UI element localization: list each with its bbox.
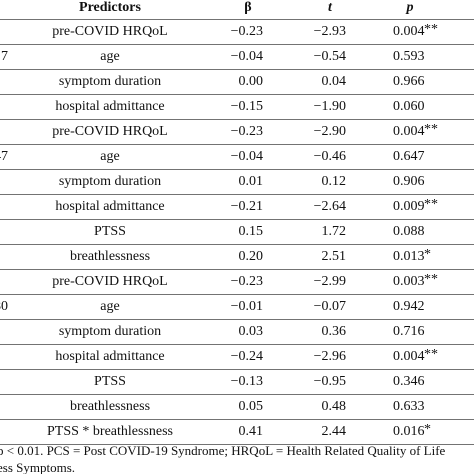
p-value: 0.593 — [393, 49, 425, 64]
t-value: −2.96 — [314, 349, 346, 364]
predictor: hospital admittance — [55, 199, 164, 214]
beta: −0.23 — [231, 124, 263, 139]
beta: −0.23 — [231, 274, 263, 289]
p-value: 0.942 — [393, 299, 425, 314]
beta: 0.00 — [239, 74, 264, 89]
p-value: 0.004 — [393, 124, 425, 139]
significance: ** — [424, 22, 438, 37]
predictor: pre-COVID HRQoL — [52, 274, 167, 289]
p-value: 0.346 — [393, 374, 425, 389]
predictor: age — [100, 299, 119, 314]
significance: ** — [424, 347, 438, 362]
header-predictors: Predictors — [79, 0, 141, 15]
beta: 0.20 — [239, 249, 264, 264]
beta: 0.03 — [239, 324, 264, 339]
t-value: −0.54 — [314, 49, 346, 64]
beta: −0.24 — [231, 349, 263, 364]
t-value: 0.12 — [322, 174, 347, 189]
p-value: 0.966 — [393, 74, 425, 89]
significance: ** — [424, 197, 438, 212]
beta: −0.15 — [231, 99, 263, 114]
t-value: 0.04 — [322, 74, 347, 89]
p-value: 0.004 — [393, 24, 425, 39]
t-value: −0.07 — [314, 299, 346, 314]
beta: −0.04 — [231, 149, 263, 164]
t-value: −1.90 — [314, 99, 346, 114]
footnote-line: ess Symptoms. — [0, 460, 75, 474]
t-value: −2.93 — [314, 24, 346, 39]
header-t: t — [328, 0, 333, 15]
p-value: 0.647 — [393, 149, 425, 164]
group-label: 7 — [1, 49, 8, 64]
beta: −0.13 — [231, 374, 263, 389]
predictor: breathlessness — [70, 249, 150, 264]
beta: 0.01 — [239, 174, 264, 189]
t-value: 2.51 — [322, 249, 347, 264]
p-value: 0.716 — [393, 324, 425, 339]
header-beta: β — [244, 0, 251, 15]
p-value: 0.004 — [393, 349, 425, 364]
group-label: 80 — [0, 299, 8, 314]
beta: −0.21 — [231, 199, 263, 214]
predictor: hospital admittance — [55, 349, 164, 364]
predictor: PTSS * breathlessness — [47, 424, 173, 439]
predictor: symptom duration — [59, 174, 161, 189]
t-value: −0.46 — [314, 149, 346, 164]
p-value: 0.060 — [393, 99, 425, 114]
beta: 0.05 — [239, 399, 264, 414]
t-value: −2.90 — [314, 124, 346, 139]
beta: −0.04 — [231, 49, 263, 64]
predictor: PTSS — [94, 374, 126, 389]
beta: 0.15 — [239, 224, 264, 239]
t-value: 0.48 — [322, 399, 347, 414]
beta: −0.23 — [231, 24, 263, 39]
p-value: 0.088 — [393, 224, 425, 239]
significance: * — [424, 422, 431, 437]
p-value: 0.003 — [393, 274, 425, 289]
t-value: 2.44 — [322, 424, 347, 439]
header-p: p — [406, 0, 414, 15]
p-value: 0.016 — [393, 424, 425, 439]
beta: 0.41 — [239, 424, 264, 439]
footnote-line: p < 0.01. PCS = Post COVID-19 Syndrome; … — [0, 443, 446, 458]
t-value: 0.36 — [322, 324, 347, 339]
predictor: age — [100, 149, 119, 164]
predictor: symptom duration — [59, 324, 161, 339]
group-label: 47 — [0, 149, 8, 164]
p-value: 0.906 — [393, 174, 425, 189]
predictor: hospital admittance — [55, 99, 164, 114]
significance: ** — [424, 122, 438, 137]
t-value: 1.72 — [322, 224, 347, 239]
predictor: pre-COVID HRQoL — [52, 124, 167, 139]
p-value: 0.013 — [393, 249, 425, 264]
p-value: 0.009 — [393, 199, 425, 214]
beta: −0.01 — [231, 299, 263, 314]
predictor: age — [100, 49, 119, 64]
predictor: breathlessness — [70, 399, 150, 414]
significance: * — [424, 247, 431, 262]
significance: ** — [424, 272, 438, 287]
predictor: pre-COVID HRQoL — [52, 24, 167, 39]
p-value: 0.633 — [393, 399, 425, 414]
t-value: −2.64 — [314, 199, 346, 214]
t-value: −2.99 — [314, 274, 346, 289]
t-value: −0.95 — [314, 374, 346, 389]
predictor: symptom duration — [59, 74, 161, 89]
predictor: PTSS — [94, 224, 126, 239]
